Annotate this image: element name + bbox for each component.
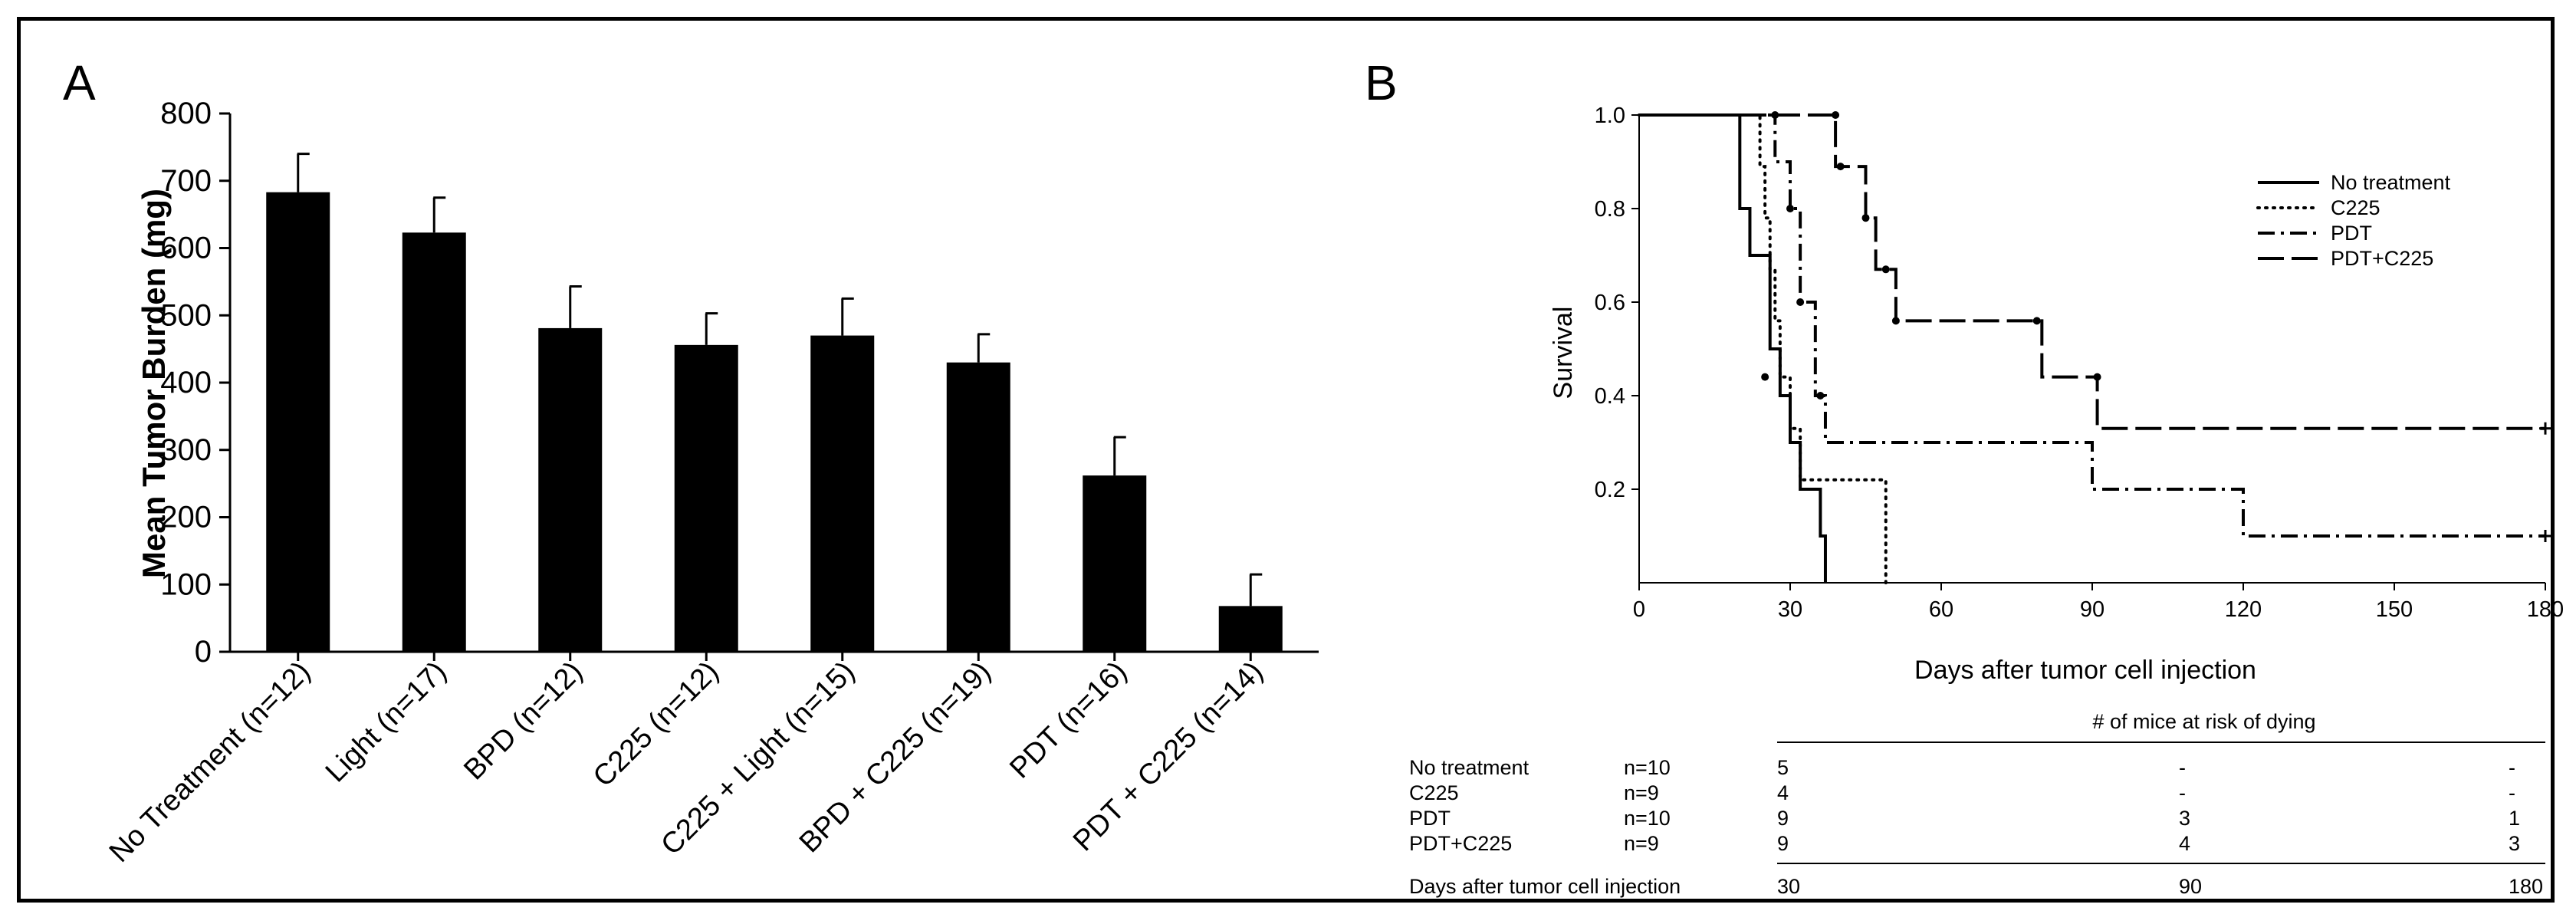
surv-x-tick-label: 60 bbox=[1929, 597, 1953, 622]
surv-x-tick-label: 180 bbox=[2527, 597, 2564, 622]
risk-cell: 9 bbox=[1777, 832, 1789, 855]
surv-y-tick-label: 1.0 bbox=[1595, 104, 1625, 128]
bar-y-tick-label: 400 bbox=[160, 366, 212, 400]
risk-table: # of mice at risk of dying No treatment n… bbox=[1409, 710, 2545, 898]
risk-cell: - bbox=[2179, 756, 2186, 779]
risk-cell: - bbox=[2509, 781, 2515, 804]
bar bbox=[1218, 606, 1283, 652]
risk-table-footer-label: Days after tumor cell injection bbox=[1409, 875, 1681, 898]
panel-label-b: B bbox=[1365, 55, 1398, 110]
risk-cell: 3 bbox=[2509, 832, 2520, 855]
surv-series-line-c225 bbox=[1638, 113, 1888, 584]
risk-col-30: 30 bbox=[1777, 875, 1800, 898]
surv-censor-mark bbox=[1771, 111, 1779, 119]
surv-y-tick-label: 0.6 bbox=[1595, 291, 1625, 315]
surv-censor-mark bbox=[1786, 205, 1794, 212]
bar bbox=[946, 362, 1010, 652]
surv-censor-mark bbox=[1816, 392, 1825, 400]
risk-row-label: PDT bbox=[1409, 807, 1451, 830]
bar bbox=[538, 327, 603, 652]
risk-row-n: n=10 bbox=[1624, 756, 1671, 779]
bar bbox=[674, 344, 738, 652]
surv-censor-mark bbox=[1891, 317, 1900, 325]
bar-y-tick-label: 100 bbox=[160, 567, 212, 601]
risk-cell: 9 bbox=[1777, 807, 1789, 830]
surv-y-tick-label: 0.8 bbox=[1595, 197, 1625, 222]
legend-label-pdt-c225: PDT+C225 bbox=[2331, 247, 2433, 270]
risk-row-label: C225 bbox=[1409, 781, 1459, 804]
bar-y-tick-label: 300 bbox=[160, 433, 212, 467]
surv-censor-mark bbox=[2032, 317, 2041, 325]
surv-x-axis-title: Days after tumor cell injection bbox=[1914, 656, 2256, 685]
risk-cell: - bbox=[2179, 781, 2186, 804]
surv-censor-mark bbox=[1881, 265, 1890, 274]
surv-censor-mark bbox=[2093, 373, 2101, 381]
bar-category-label: No Treatment (n=12) bbox=[104, 656, 317, 869]
risk-cell: 4 bbox=[2179, 832, 2190, 855]
surv-censor-mark bbox=[1761, 373, 1769, 381]
bar-category-label: BPD (n=12) bbox=[458, 656, 589, 787]
risk-cell: 3 bbox=[2179, 807, 2190, 830]
surv-x-tick-label: 0 bbox=[1633, 597, 1645, 622]
bar-y-tick-label: 800 bbox=[160, 97, 212, 130]
surv-y-tick-label: 0.2 bbox=[1595, 478, 1625, 502]
bar-y-tick-label: 700 bbox=[160, 164, 212, 198]
risk-cell: 1 bbox=[2509, 807, 2520, 830]
risk-row-label: PDT+C225 bbox=[1409, 832, 1512, 855]
surv-x-tick-label: 120 bbox=[2225, 597, 2262, 622]
risk-cell: 4 bbox=[1777, 781, 1789, 804]
surv-censor-mark bbox=[1861, 214, 1870, 222]
bar-chart: Mean Tumor Burden (mg) 0 100 200 300 400 500 6… bbox=[104, 97, 1319, 869]
bar-y-tick-label: 500 bbox=[160, 298, 212, 332]
bar bbox=[810, 335, 875, 652]
surv-series-line-pdt bbox=[1639, 113, 2545, 538]
risk-col-180: 180 bbox=[2509, 875, 2543, 898]
surv-censor-mark bbox=[1796, 298, 1805, 306]
risk-row-n: n=9 bbox=[1624, 781, 1659, 804]
surv-y-tick-label: 0.4 bbox=[1595, 384, 1625, 409]
surv-series-line-no-treatment bbox=[1639, 113, 1827, 583]
surv-censor-mark bbox=[1836, 163, 1845, 171]
risk-cell: - bbox=[2509, 756, 2515, 779]
bar bbox=[1083, 475, 1147, 652]
surv-censor-mark bbox=[1832, 111, 1840, 119]
bar-category-label: C225 (n=12) bbox=[587, 656, 725, 794]
risk-cell: 5 bbox=[1777, 756, 1789, 779]
risk-table-title: # of mice at risk of dying bbox=[2092, 710, 2315, 733]
bar-y-tick-label: 0 bbox=[195, 635, 212, 669]
risk-col-90: 90 bbox=[2179, 875, 2202, 898]
legend-label-no-treatment: No treatment bbox=[2331, 171, 2451, 194]
legend-label-pdt: PDT bbox=[2331, 222, 2372, 245]
risk-row-label: No treatment bbox=[1409, 756, 1530, 779]
panel-label-a: A bbox=[63, 55, 96, 110]
bar-y-tick-label: 200 bbox=[160, 501, 212, 534]
bar-category-label: Light (n=17) bbox=[320, 656, 453, 789]
surv-y-axis-title: Survival bbox=[1549, 307, 1578, 400]
bar-category-label: PDT (n=16) bbox=[1004, 656, 1133, 785]
surv-x-tick-label: 90 bbox=[2080, 597, 2104, 622]
surv-x-tick-label: 30 bbox=[1778, 597, 1802, 622]
survival-chart: Survival Days after tumor cell injection… bbox=[1549, 104, 2564, 685]
risk-row-n: n=10 bbox=[1624, 807, 1671, 830]
bar-y-axis-title: Mean Tumor Burden (mg) bbox=[136, 189, 172, 578]
survival-legend: No treatment C225 PDT PDT+C225 bbox=[2256, 171, 2451, 270]
bar-y-tick-label: 600 bbox=[160, 232, 212, 265]
legend-label-c225: C225 bbox=[2331, 196, 2380, 219]
risk-row-n: n=9 bbox=[1624, 832, 1659, 855]
bar bbox=[266, 192, 330, 653]
surv-x-tick-label: 150 bbox=[2376, 597, 2413, 622]
bar bbox=[402, 232, 466, 652]
